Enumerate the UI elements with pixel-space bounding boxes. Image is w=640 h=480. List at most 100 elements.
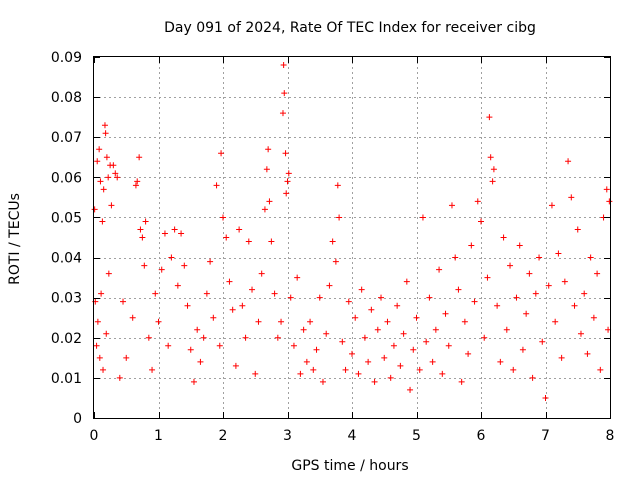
data-point — [165, 342, 172, 349]
x-axis-label: GPS time / hours — [291, 458, 408, 474]
data-point — [94, 158, 101, 165]
x-tick-label: 3 — [283, 428, 292, 444]
data-point — [394, 302, 401, 309]
data-point — [93, 342, 100, 349]
data-point — [487, 154, 494, 161]
data-point — [397, 362, 404, 369]
data-point — [103, 154, 110, 161]
data-point — [410, 346, 417, 353]
data-point — [141, 262, 148, 269]
data-point — [265, 146, 272, 153]
data-point — [282, 150, 289, 157]
data-point — [258, 270, 265, 277]
data-point — [303, 358, 310, 365]
data-point — [439, 370, 446, 377]
data-point — [565, 158, 572, 165]
data-point — [245, 238, 252, 245]
data-point — [429, 358, 436, 365]
data-point — [361, 334, 368, 341]
data-point — [266, 198, 273, 205]
data-point — [365, 358, 372, 365]
data-point — [597, 366, 604, 373]
data-point — [455, 286, 462, 293]
data-point — [478, 218, 484, 225]
data-point — [497, 358, 504, 365]
data-point — [378, 294, 385, 301]
data-point — [603, 186, 610, 193]
data-point — [96, 354, 103, 361]
data-point — [171, 226, 178, 233]
data-points — [91, 62, 613, 401]
data-point — [216, 342, 223, 349]
data-point — [407, 386, 414, 393]
data-point — [97, 178, 104, 185]
data-point — [468, 242, 475, 249]
data-point — [371, 378, 378, 385]
data-point — [574, 226, 581, 233]
data-point — [190, 378, 197, 385]
data-point — [510, 366, 517, 373]
data-point — [381, 354, 388, 361]
data-point — [297, 370, 304, 377]
data-point — [184, 302, 191, 309]
data-point — [606, 198, 613, 205]
data-point — [290, 342, 297, 349]
x-tick-label: 6 — [477, 428, 486, 444]
data-point — [278, 318, 285, 325]
data-point — [516, 242, 523, 249]
data-point — [513, 294, 520, 301]
data-point — [132, 182, 139, 189]
data-point — [103, 330, 110, 337]
data-point — [137, 226, 144, 233]
x-tick-label: 1 — [154, 428, 163, 444]
data-point — [287, 294, 294, 301]
data-point — [310, 366, 317, 373]
data-point — [285, 170, 292, 177]
data-point — [332, 258, 339, 265]
data-point — [249, 286, 256, 293]
data-point — [105, 174, 112, 181]
data-point — [442, 310, 449, 317]
data-point — [390, 342, 397, 349]
data-point — [274, 334, 281, 341]
data-point — [232, 362, 239, 369]
data-point — [384, 318, 391, 325]
plot-frame — [93, 56, 611, 419]
data-point — [590, 314, 597, 321]
data-point — [545, 282, 552, 289]
y-tick-label: 0.07 — [51, 130, 82, 146]
data-point — [114, 174, 121, 181]
data-point — [532, 290, 539, 297]
data-point — [334, 182, 341, 189]
data-point — [355, 370, 362, 377]
data-point — [187, 346, 194, 353]
data-point — [261, 206, 268, 213]
y-tick-label: 0.05 — [51, 210, 82, 226]
x-tick-label: 4 — [348, 428, 357, 444]
x-tick-label: 2 — [219, 428, 228, 444]
data-point — [255, 318, 262, 325]
data-point — [374, 326, 381, 333]
data-point — [507, 262, 514, 269]
data-point — [294, 274, 301, 281]
data-point — [280, 62, 287, 69]
data-point — [329, 238, 336, 245]
data-point — [316, 294, 323, 301]
data-point — [98, 290, 105, 297]
data-point — [339, 338, 346, 345]
data-point — [416, 366, 423, 373]
data-point — [484, 274, 491, 281]
data-point — [168, 254, 175, 261]
data-point — [542, 394, 549, 401]
data-point — [300, 326, 307, 333]
data-point — [403, 278, 410, 285]
data-point — [139, 234, 146, 241]
data-point — [207, 258, 214, 265]
data-point — [519, 346, 526, 353]
data-point — [581, 290, 588, 297]
data-point — [105, 270, 112, 277]
data-point — [94, 318, 101, 325]
data-point — [345, 298, 352, 305]
data-point — [220, 214, 226, 221]
data-point — [326, 282, 333, 289]
